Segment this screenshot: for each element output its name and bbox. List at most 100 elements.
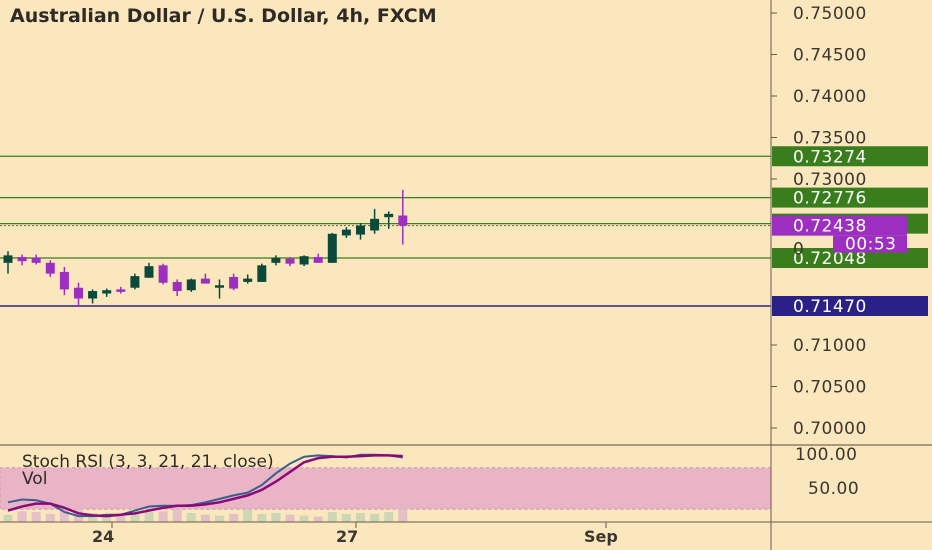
candle[interactable] — [88, 289, 98, 304]
candle-body — [370, 218, 380, 231]
candle-body — [341, 229, 351, 236]
volume-bar — [271, 513, 281, 522]
time-axis[interactable]: 24 27 Sep — [92, 522, 618, 546]
current-price-label: 0.72438 — [793, 217, 867, 237]
volume-bar — [59, 509, 69, 522]
candle[interactable] — [313, 253, 323, 263]
x-tick-label: 24 — [92, 527, 114, 546]
candle[interactable] — [116, 286, 126, 294]
candle-body — [299, 256, 309, 265]
candle-body — [130, 276, 140, 288]
candle[interactable] — [144, 262, 154, 278]
volume-bar — [313, 516, 323, 522]
price-axis[interactable]: 0.75000 0.74500 0.74000 0.73500 0.73000 0.710… — [771, 4, 867, 439]
current-price-tag — [772, 215, 907, 236]
candle-body — [88, 291, 98, 299]
candle-body — [186, 279, 196, 291]
candle-body — [271, 257, 281, 263]
candle[interactable] — [398, 189, 408, 245]
volume-bar — [88, 513, 98, 522]
x-tick-label: 27 — [336, 527, 358, 546]
volume-bar — [172, 508, 182, 522]
volume-bar — [229, 513, 239, 522]
candle[interactable] — [74, 282, 83, 307]
candles — [3, 189, 408, 307]
candle[interactable] — [257, 263, 267, 282]
candle-body — [17, 257, 27, 262]
candle-body — [74, 287, 83, 299]
volume-bar — [74, 507, 83, 522]
level-tag — [772, 187, 928, 208]
stoch-band — [0, 467, 772, 510]
candle[interactable] — [31, 254, 41, 265]
horizontal-levels — [0, 155, 771, 307]
level-tag-label: 0.71470 — [793, 297, 867, 317]
candle[interactable] — [17, 254, 27, 266]
candle-body — [144, 266, 154, 278]
candle[interactable] — [384, 211, 394, 229]
candle[interactable] — [229, 273, 239, 291]
candle[interactable] — [102, 288, 112, 297]
candle[interactable] — [186, 278, 196, 292]
candle-body — [398, 215, 408, 226]
candle-body — [257, 265, 267, 282]
candle[interactable] — [45, 260, 55, 277]
volume-bar — [341, 513, 351, 522]
candle-body — [243, 278, 253, 282]
volume-bar — [186, 513, 196, 522]
stoch-rsi-label: Stoch RSI (3, 3, 21, 21, close) — [22, 452, 274, 472]
volume-bar — [200, 514, 210, 522]
candle[interactable] — [158, 263, 168, 285]
volume-bar — [45, 513, 55, 522]
volume-bar — [130, 513, 140, 522]
y-tick-label: 0.75000 — [793, 4, 867, 24]
candle-body — [200, 278, 210, 284]
candle[interactable] — [59, 266, 69, 296]
candle-body — [313, 257, 323, 263]
candle[interactable] — [200, 273, 210, 284]
y-tick-label: 0.70500 — [793, 378, 867, 398]
volume-bar — [243, 509, 253, 522]
candle[interactable] — [130, 273, 140, 290]
candle[interactable] — [3, 251, 13, 274]
candle-body — [116, 289, 126, 292]
stoch-d-line — [7, 454, 403, 518]
candle-body — [3, 255, 13, 263]
candle-body — [215, 285, 224, 288]
candle[interactable] — [327, 232, 337, 263]
y-tick-label: 0.73500 — [793, 129, 867, 149]
y-tick-label: 0.70000 — [793, 419, 867, 439]
level-tag-label: 0.72048 — [793, 249, 867, 269]
candle-body — [31, 257, 41, 263]
candle[interactable] — [243, 274, 253, 284]
volume-bar — [285, 514, 295, 522]
volume-bar — [356, 513, 365, 522]
candle[interactable] — [271, 255, 281, 266]
candle[interactable] — [299, 255, 309, 267]
y-tick-label: 0.74000 — [793, 87, 867, 107]
volume-bar — [215, 515, 224, 522]
volume-bar — [398, 504, 408, 522]
stoch-level-100: 100.00 — [795, 445, 857, 465]
candle[interactable] — [285, 257, 295, 267]
countdown-tag — [833, 235, 907, 253]
candle-body — [229, 276, 239, 289]
volume-bar — [327, 512, 337, 522]
candle[interactable] — [370, 208, 380, 234]
candle[interactable] — [341, 227, 351, 238]
level-tag-label: 0.73274 — [793, 147, 867, 167]
candle[interactable] — [215, 279, 224, 299]
countdown-label: 00:53 — [845, 235, 897, 255]
stoch-level-50: 50.00 — [808, 479, 859, 499]
candle[interactable] — [356, 222, 365, 240]
volume-bar — [31, 512, 41, 522]
candle-body — [102, 290, 112, 294]
y-tick-label: 0.74500 — [793, 46, 867, 66]
volume-bar — [144, 512, 154, 522]
volume-bar — [370, 513, 380, 522]
volume-bar — [299, 515, 309, 522]
candle[interactable] — [172, 279, 182, 297]
chart-title: Australian Dollar / U.S. Dollar, 4h, FXC… — [10, 5, 437, 27]
